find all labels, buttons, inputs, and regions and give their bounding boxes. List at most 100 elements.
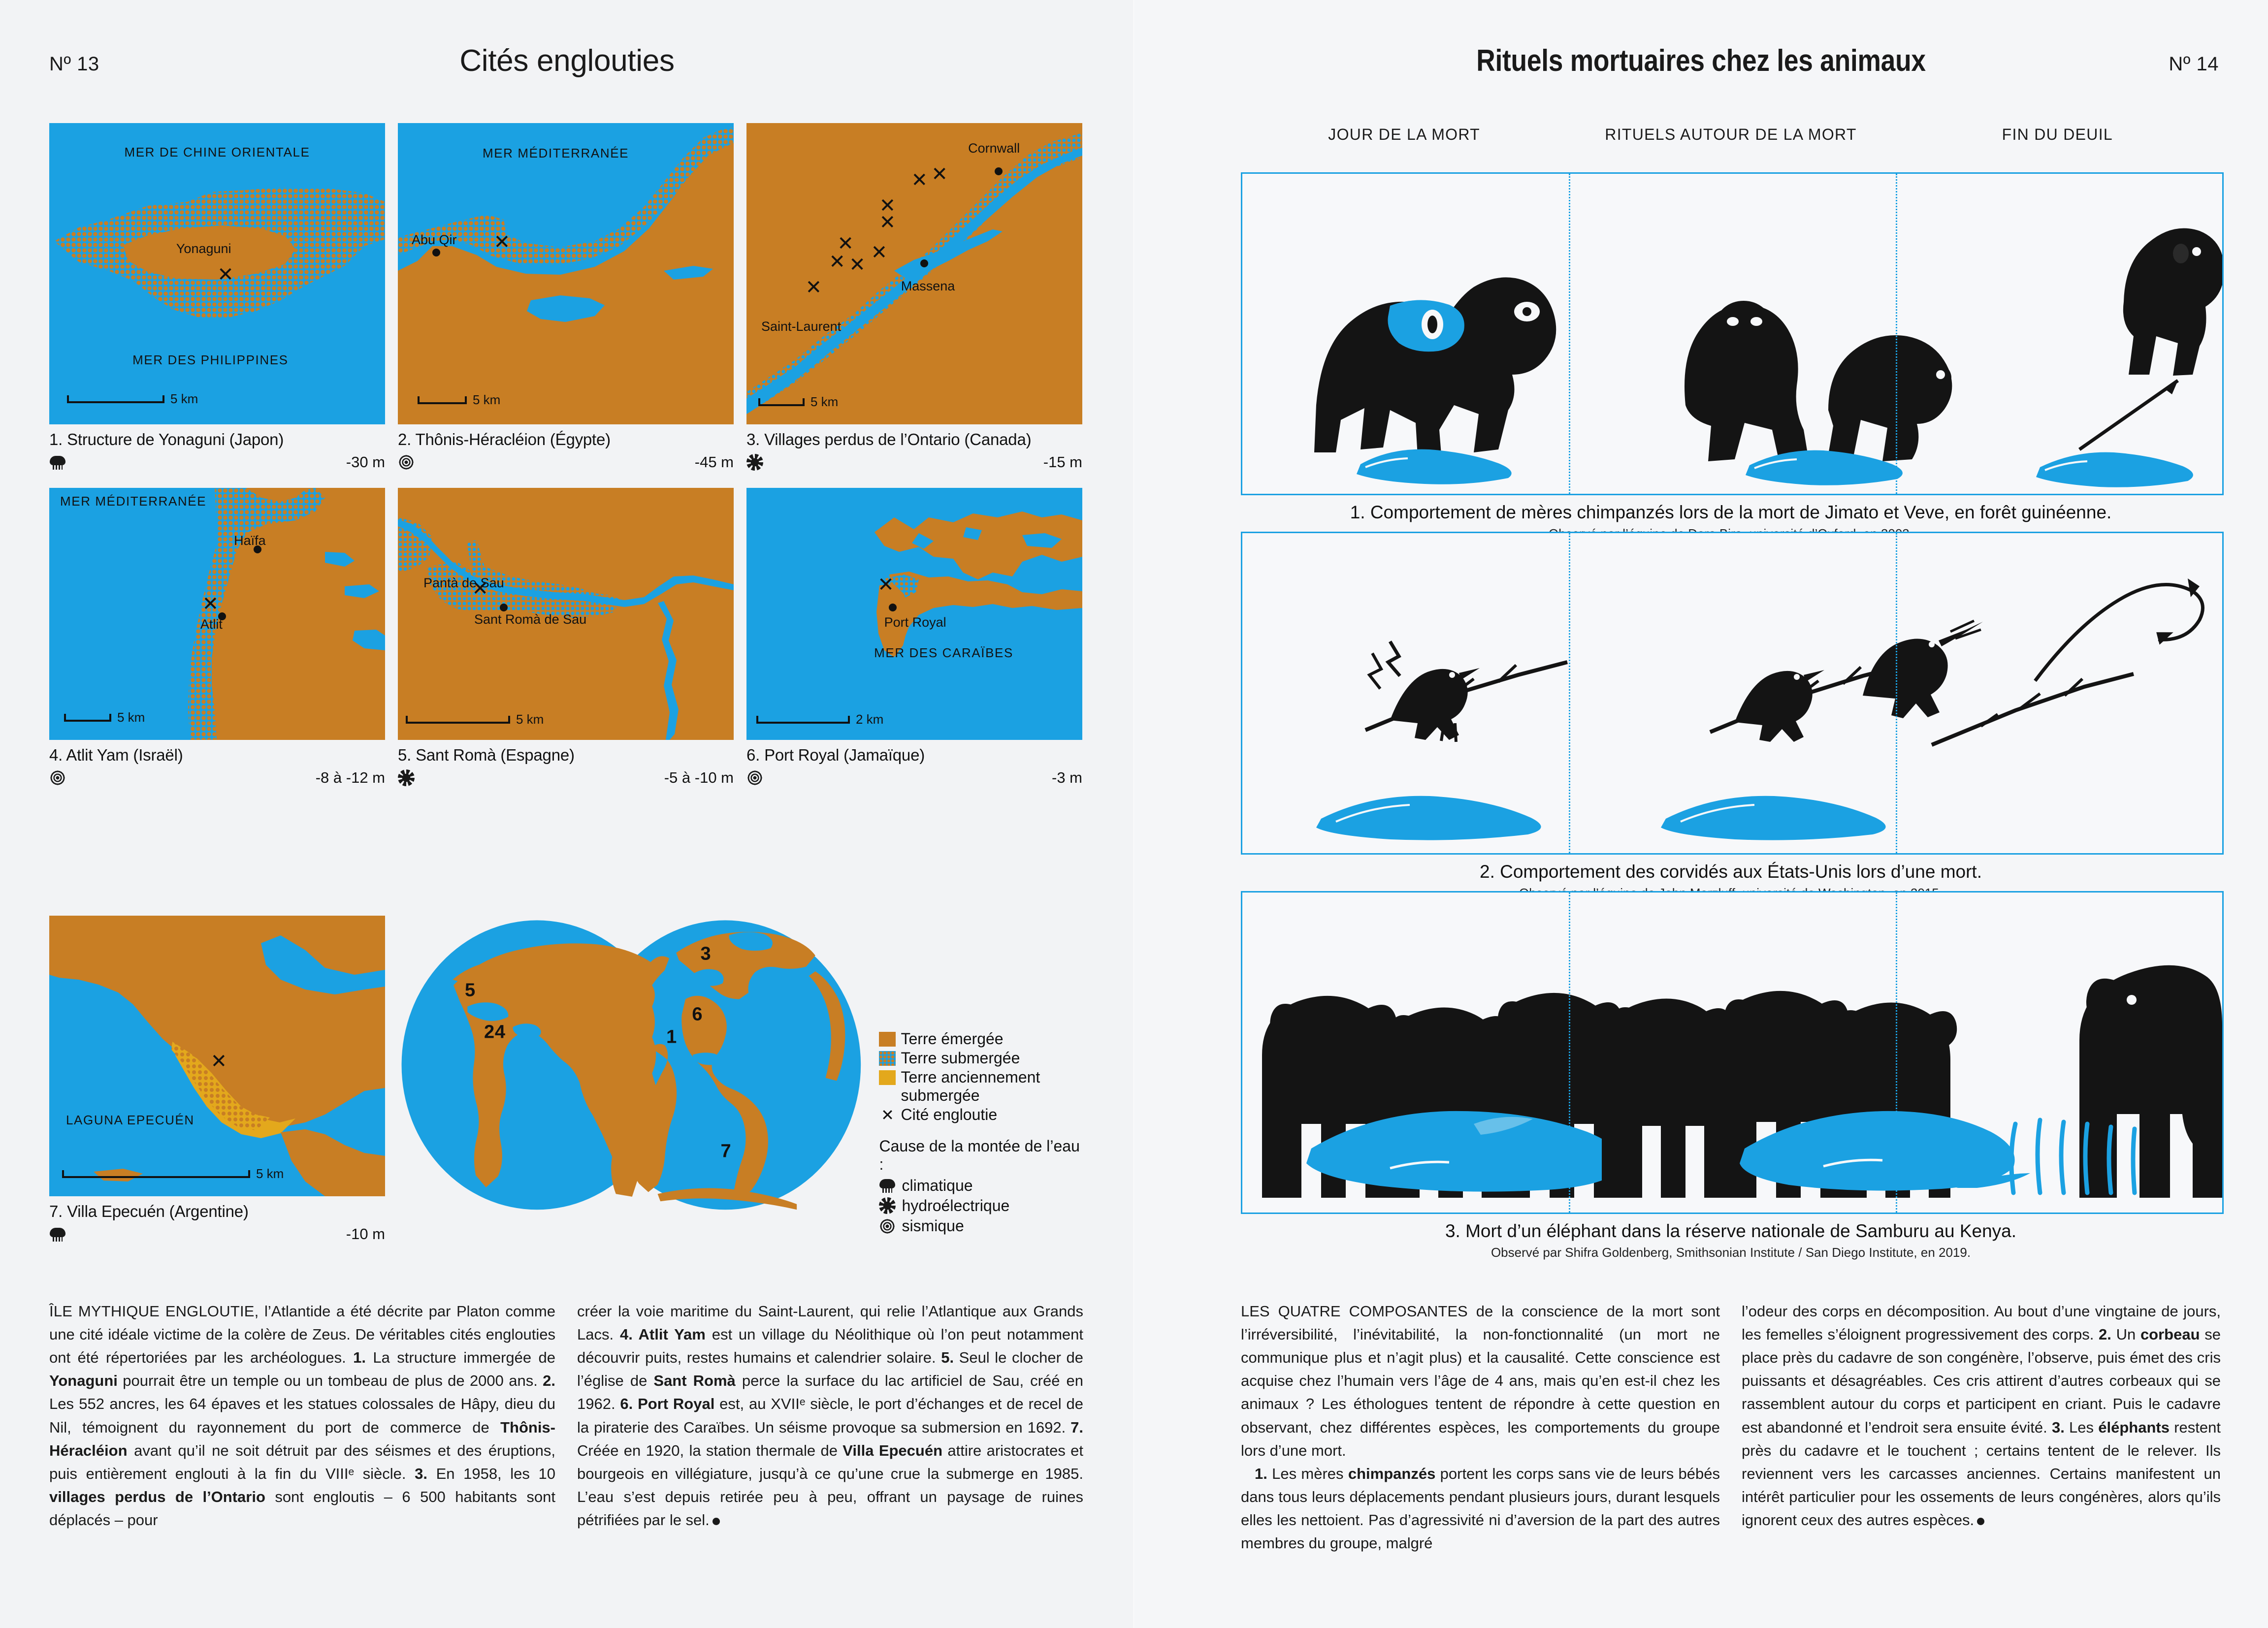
legend-item-submerged: Terre submergée (879, 1049, 1083, 1067)
panel-divider (1895, 893, 1897, 1213)
left-body-rich-1: 1. La structure immergée de Yonaguni pou… (49, 1349, 556, 1529)
map-depth: -45 m (694, 453, 734, 471)
map-card-ontario: Cornwall Massena Saint-Laurent ✕ ✕ ✕ ✕ ✕… (746, 123, 1082, 471)
map-yonaguni[interactable]: MER DE CHINE ORIENTALE Yonaguni MER DES … (49, 123, 385, 424)
left-body-rich-2: créer la voie maritime du Saint-Laurent,… (577, 1303, 1083, 1529)
place-label-abu-qir: Abu Qir (412, 232, 457, 247)
map-atlit-yam[interactable]: MER MÉDITERRANÉE Haïfa Atlit ✕ 5 km (49, 488, 385, 740)
legend-item-formerly-submerged: Terre anciennement submergée (879, 1068, 1083, 1105)
map-row-2: MER MÉDITERRANÉE Haïfa Atlit ✕ 5 km 4. A… (49, 488, 1083, 787)
legend-cause-label-hydroelectrique: hydroélectrique (902, 1196, 1010, 1214)
legend-cause-label-climatique: climatique (902, 1176, 973, 1194)
map-ontario-art (746, 123, 1082, 424)
map-meta: -45 m (398, 453, 734, 471)
legend-cause-hydroelectrique: hydroélectrique (879, 1197, 1083, 1215)
legend-label-submerged: Terre submergée (901, 1049, 1020, 1067)
map-depth: -15 m (1043, 453, 1082, 471)
city-dot-abu-qir (432, 249, 441, 257)
scale-bar: 2 km (756, 712, 883, 727)
panel-chimpanzes[interactable] (1241, 172, 2224, 495)
map-meta: -30 m (49, 453, 385, 471)
legend-swatch-land (879, 1032, 896, 1047)
left-body-lead: ÎLE MYTHIQUE ENGLOUTIE, (49, 1303, 259, 1320)
legend-swatch-submerged (879, 1051, 896, 1066)
scale-bar: 5 km (62, 1166, 284, 1181)
place-label-sant-roma-de-sau: Sant Romà de Sau (474, 612, 587, 627)
scale-bar: 5 km (418, 392, 500, 408)
map-depth: -3 m (1052, 769, 1082, 786)
legend-label-land: Terre émergée (901, 1030, 1004, 1048)
scale-bar: 5 km (67, 391, 198, 407)
cause-sismique-icon (398, 454, 415, 471)
page-title-right: Rituels mortuaires chez les animaux (1476, 44, 1926, 78)
page-title-left: Cités englouties (459, 44, 675, 78)
city-dot-massena (920, 259, 929, 267)
place-label-yonaguni: Yonaguni (176, 241, 231, 256)
sunken-city-marker: ✕ (877, 574, 894, 596)
map-port-royal-art (746, 488, 1082, 740)
sunken-city-marker: ✕ (202, 593, 219, 615)
map-grid: MER DE CHINE ORIENTALE Yonaguni MER DES … (49, 123, 1083, 803)
scale-label: 5 km (256, 1166, 284, 1181)
map-thonis-art (398, 123, 734, 424)
panel-caption-main: 3. Mort d’un éléphant dans la réserve na… (1445, 1221, 2017, 1241)
map-yonaguni-art (49, 123, 385, 424)
legend-cause-label-sismique: sismique (902, 1216, 964, 1235)
map-villages-ontario[interactable]: Cornwall Massena Saint-Laurent ✕ ✕ ✕ ✕ ✕… (746, 123, 1082, 424)
map-caption: 6. Port Royal (Jamaïque) (746, 746, 925, 764)
map-row-1: MER DE CHINE ORIENTALE Yonaguni MER DES … (49, 123, 1083, 471)
legend-item-land: Terre émergée (879, 1030, 1083, 1048)
legend-label-formerly-submerged: Terre anciennement submergée (901, 1068, 1040, 1105)
panel-divider (1569, 174, 1571, 494)
cause-climatique-icon (49, 454, 66, 471)
panel-caption-main: 2. Comportement des corvidés aux États-U… (1480, 862, 1982, 882)
city-dot-cornwall (994, 167, 1003, 175)
globe-marker-3: 3 (700, 943, 711, 964)
panel-elephants[interactable] (1241, 891, 2224, 1214)
scale-label: 5 km (810, 394, 839, 409)
map-thonis-heracleion[interactable]: MER MÉDITERRANÉE Abu Qir ✕ 5 km (398, 123, 734, 424)
left-body-col-2: créer la voie maritime du Saint-Laurent,… (577, 1300, 1083, 1532)
map-port-royal[interactable]: Port Royal ✕ MER DES CARAÏBES 2 km (746, 488, 1082, 740)
cause-hydroelectrique-icon (879, 1197, 896, 1214)
column-header-rituels: RITUELS AUTOUR DE LA MORT (1605, 126, 1857, 143)
sunken-city-marker: ✕ (210, 1051, 227, 1073)
city-dot-port-royal (888, 604, 897, 612)
map-caption: 3. Villages perdus de l’Ontario (Canada) (746, 430, 1032, 448)
cause-hydroelectrique-icon (746, 454, 763, 471)
right-body-col-1: LES QUATRE COMPOSANTES de la conscience … (1241, 1300, 1720, 1555)
sea-label-mer-des-caraibes: MER DES CARAÏBES (874, 645, 1013, 660)
left-body-text: ÎLE MYTHIQUE ENGLOUTIE, l’Atlantide a ét… (49, 1300, 1083, 1532)
cause-climatique-icon (879, 1177, 896, 1194)
legend-cause-group: Cause de la montée de l’eau : climatique… (879, 1137, 1083, 1236)
place-label-panta-de-sau: Pantà de Sau (423, 575, 504, 590)
place-label-cornwall: Cornwall (968, 141, 1020, 156)
place-label-saint-laurent: Saint-Laurent (761, 319, 842, 334)
left-body-col-1: ÎLE MYTHIQUE ENGLOUTIE, l’Atlantide a ét… (49, 1300, 555, 1532)
place-label-haifa: Haïfa (234, 533, 266, 548)
folio-left: Nº 13 (49, 53, 99, 75)
scale-bar: 5 km (64, 710, 145, 725)
panel-chimpanze-art (1314, 228, 2222, 487)
map-sant-roma[interactable]: Pantà de Sau Sant Romà de Sau ✕ 5 km (398, 488, 734, 740)
scale-bar: 5 km (406, 712, 544, 727)
globe-marker-6: 6 (692, 1004, 703, 1025)
sea-label-laguna-epecuen: LAGUNA EPECUÉN (66, 1113, 194, 1127)
legend-label-sunken-city: Cité engloutie (901, 1106, 998, 1124)
panel-corvides[interactable] (1241, 532, 2224, 855)
legend-item-sunken-city: ✕ Cité engloutie (879, 1106, 1083, 1124)
world-globe: 1 2 4 3 5 6 7 (398, 916, 866, 1231)
globe-marker-2: 2 (484, 1021, 495, 1043)
panel-corbeau-art (1316, 578, 2204, 840)
globe-art (401, 920, 861, 1210)
legend-cause-title: Cause de la montée de l’eau : (879, 1137, 1080, 1173)
column-header-jour-de-la-mort: JOUR DE LA MORT (1328, 126, 1481, 143)
map-villa-epecuen[interactable]: LAGUNA EPECUÉN ✕ 5 km (49, 916, 385, 1196)
city-dot-atlit (218, 612, 227, 621)
panel-caption-main: 1. Comportement de mères chimpanzés lors… (1350, 502, 2112, 522)
panel-divider (1895, 174, 1897, 494)
right-column-headers: JOUR DE LA MORT RITUELS AUTOUR DE LA MOR… (1241, 126, 2221, 144)
map-meta: -8 à -12 m (49, 769, 385, 787)
end-mark (712, 1517, 720, 1525)
scale-label: 2 km (856, 712, 884, 727)
